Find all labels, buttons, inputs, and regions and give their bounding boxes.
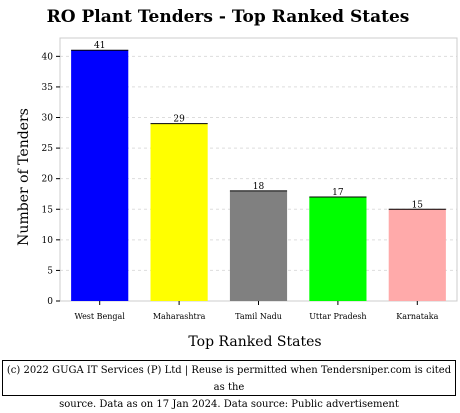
bar-chart: RO Plant Tenders - Top Ranked States 0 5 1…	[16, 7, 458, 350]
data-label: 29	[173, 115, 185, 125]
footer-line-1: (c) 2022 GUGA IT Services (P) Ltd | Reus…	[6, 365, 452, 393]
data-label: 17	[332, 188, 344, 198]
bar	[71, 50, 129, 301]
y-tick-label: 30	[42, 114, 54, 124]
x-tick-label: West Bengal	[75, 312, 126, 321]
data-label: 15	[412, 200, 424, 210]
y-tick-label: 40	[42, 52, 54, 62]
x-tick-label: Karnataka	[396, 312, 438, 321]
copyright-footer: (c) 2022 GUGA IT Services (P) Ltd | Reus…	[2, 360, 456, 410]
data-label: 41	[94, 41, 105, 51]
footer-line-2: source. Data as on 17 Jan 2024. Data sou…	[59, 399, 399, 410]
x-axis: West Bengal Maharashtra Tamil Nadu Uttar Pr…	[75, 301, 439, 321]
y-tick-label: 35	[42, 83, 54, 93]
y-axis: 0 5 10 15 20 25 30 35 40	[42, 52, 60, 307]
bar	[309, 197, 367, 301]
x-tick-label: Uttar Pradesh	[309, 312, 366, 321]
chart-title: RO Plant Tenders - Top Ranked States	[47, 7, 410, 27]
y-tick-label: 25	[42, 144, 54, 154]
x-axis-title: Top Ranked States	[188, 334, 321, 350]
bar	[388, 209, 446, 301]
y-tick-label: 20	[42, 175, 54, 185]
bars: 41 29 18 17 15	[71, 41, 446, 302]
bar	[229, 190, 288, 301]
y-tick-label: 15	[42, 205, 54, 215]
y-tick-label: 10	[42, 236, 54, 246]
data-label: 18	[253, 182, 265, 192]
y-tick-label: 5	[47, 266, 53, 276]
x-tick-label: Maharashtra	[153, 312, 206, 321]
x-tick-label: Tamil Nadu	[235, 312, 282, 321]
y-tick-label: 0	[47, 297, 53, 307]
bar	[150, 123, 208, 302]
y-axis-title: Number of Tenders	[16, 108, 32, 246]
